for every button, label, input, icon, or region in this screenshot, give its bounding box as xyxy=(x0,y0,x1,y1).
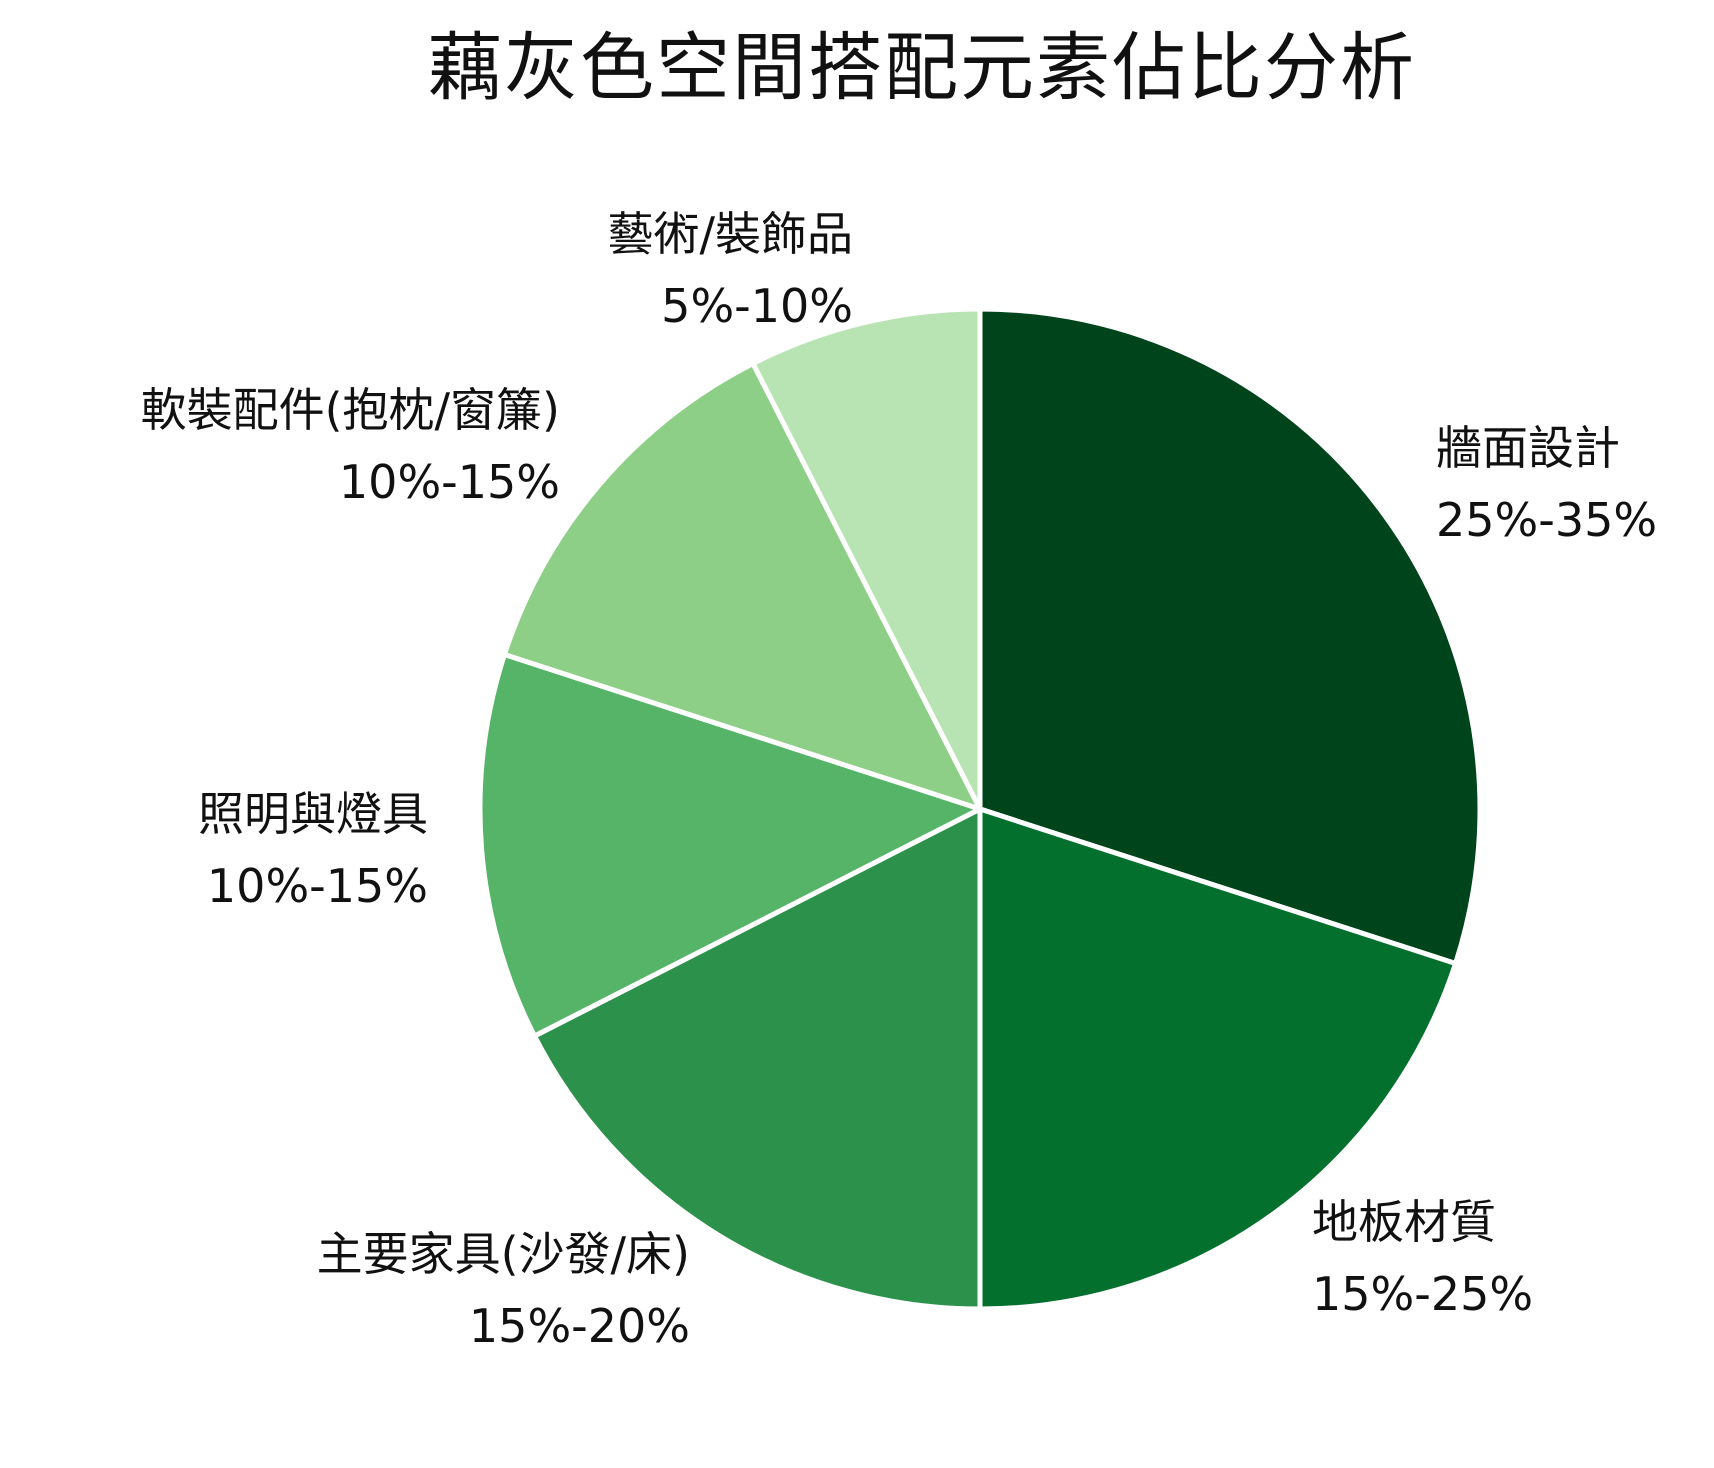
pie-slices xyxy=(477,306,1483,1312)
label-lighting: 照明與燈具 10%-15% xyxy=(198,778,428,922)
chart-title: 藕灰色空間搭配元素佔比分析 xyxy=(428,25,1416,111)
label-wall-range: 25%-35% xyxy=(1436,493,1658,547)
label-furniture-range: 15%-20% xyxy=(468,1299,690,1353)
pie-slice xyxy=(977,306,1483,967)
label-soft-name: 軟裝配件(抱枕/窗簾) xyxy=(140,383,560,437)
label-furniture: 主要家具(沙發/床) 15%-20% xyxy=(317,1218,690,1362)
label-art-range: 5%-10% xyxy=(661,279,853,333)
label-soft: 軟裝配件(抱枕/窗簾) 10%-15% xyxy=(141,374,560,518)
label-art-name: 藝術/裝飾品 xyxy=(607,207,854,261)
label-floor: 地板材質 15%-25% xyxy=(1312,1186,1533,1330)
label-lighting-range: 10%-15% xyxy=(206,859,428,913)
label-art: 藝術/裝飾品 5%-10% xyxy=(608,198,854,342)
pie-slice xyxy=(977,806,1459,1312)
pie-slice xyxy=(477,651,983,1039)
label-wall: 牆面設計 25%-35% xyxy=(1436,412,1657,556)
label-soft-range: 10%-15% xyxy=(338,455,560,509)
pie-slice xyxy=(501,361,983,812)
pie-slice xyxy=(750,306,983,812)
label-lighting-name: 照明與燈具 xyxy=(198,787,428,841)
label-floor-range: 15%-25% xyxy=(1312,1267,1534,1321)
label-furniture-name: 主要家具(沙發/床) xyxy=(316,1227,690,1281)
pie-slice xyxy=(532,806,983,1312)
label-floor-name: 地板材質 xyxy=(1312,1195,1496,1249)
label-wall-name: 牆面設計 xyxy=(1436,421,1620,475)
